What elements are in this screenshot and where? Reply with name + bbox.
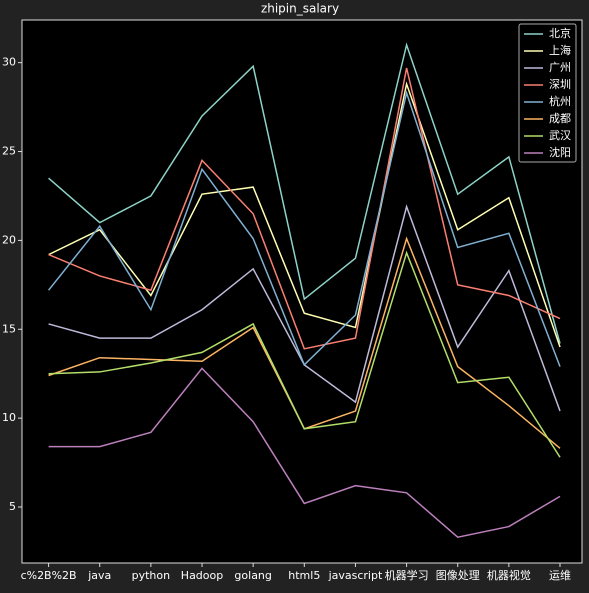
x-tick-label: 机器学习 <box>385 568 429 582</box>
legend-box <box>518 23 577 163</box>
x-tick-label: Hadoop <box>181 569 223 582</box>
legend-label: 武汉 <box>549 129 571 142</box>
series-line <box>48 367 561 539</box>
y-tick-label: 5 <box>9 500 16 513</box>
series-line <box>48 67 561 350</box>
legend-label: 深圳 <box>549 78 571 91</box>
x-tick-label: python <box>132 569 171 582</box>
x-tick-label: golang <box>234 569 271 582</box>
x-tick-label: java <box>87 569 111 582</box>
legend-label: 杭州 <box>549 94 571 108</box>
series-line <box>48 81 561 348</box>
y-tick-label: 20 <box>2 233 16 246</box>
x-tick-label: 机器视觉 <box>487 568 531 582</box>
legend-label: 沈阳 <box>549 145 571 159</box>
y-tick-label: 30 <box>2 56 16 69</box>
series-line <box>48 90 561 367</box>
legend-label: 上海 <box>549 43 571 57</box>
x-tick-label: html5 <box>288 569 320 582</box>
series-line <box>48 250 561 458</box>
x-tick-label: 图像处理 <box>436 569 480 582</box>
x-tick-label: c%2B%2B <box>21 569 77 582</box>
series-line <box>48 42 561 344</box>
y-tick-label: 10 <box>2 411 16 424</box>
chart-title: zhipin_salary <box>261 2 339 16</box>
y-tick-label: 25 <box>2 145 16 158</box>
x-tick-label: javascript <box>328 569 383 582</box>
legend-label: 广州 <box>549 61 571 74</box>
legend-label: 成都 <box>549 112 571 125</box>
x-tick-label: 运维 <box>549 569 571 582</box>
legend-label: 北京 <box>549 26 571 40</box>
y-tick-label: 15 <box>2 322 16 335</box>
